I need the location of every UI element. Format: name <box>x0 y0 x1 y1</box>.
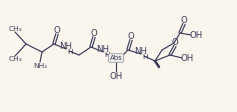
Text: O: O <box>128 31 134 41</box>
Text: OH: OH <box>109 71 123 81</box>
Text: NH: NH <box>135 46 147 56</box>
Text: O: O <box>54 26 60 34</box>
Text: OH: OH <box>180 54 194 62</box>
Text: O: O <box>172 38 178 46</box>
Text: NH: NH <box>59 42 73 51</box>
Text: OH: OH <box>189 30 203 40</box>
Text: Abs: Abs <box>110 55 122 61</box>
Text: CH₃: CH₃ <box>8 56 22 62</box>
Text: CH₃: CH₃ <box>8 26 22 32</box>
Text: H: H <box>104 52 110 58</box>
Text: NH₂: NH₂ <box>33 63 47 69</box>
Text: O: O <box>181 15 187 25</box>
Text: O: O <box>91 28 97 38</box>
Text: H: H <box>142 54 148 60</box>
Text: H: H <box>67 49 73 55</box>
Text: NH: NH <box>96 44 109 54</box>
